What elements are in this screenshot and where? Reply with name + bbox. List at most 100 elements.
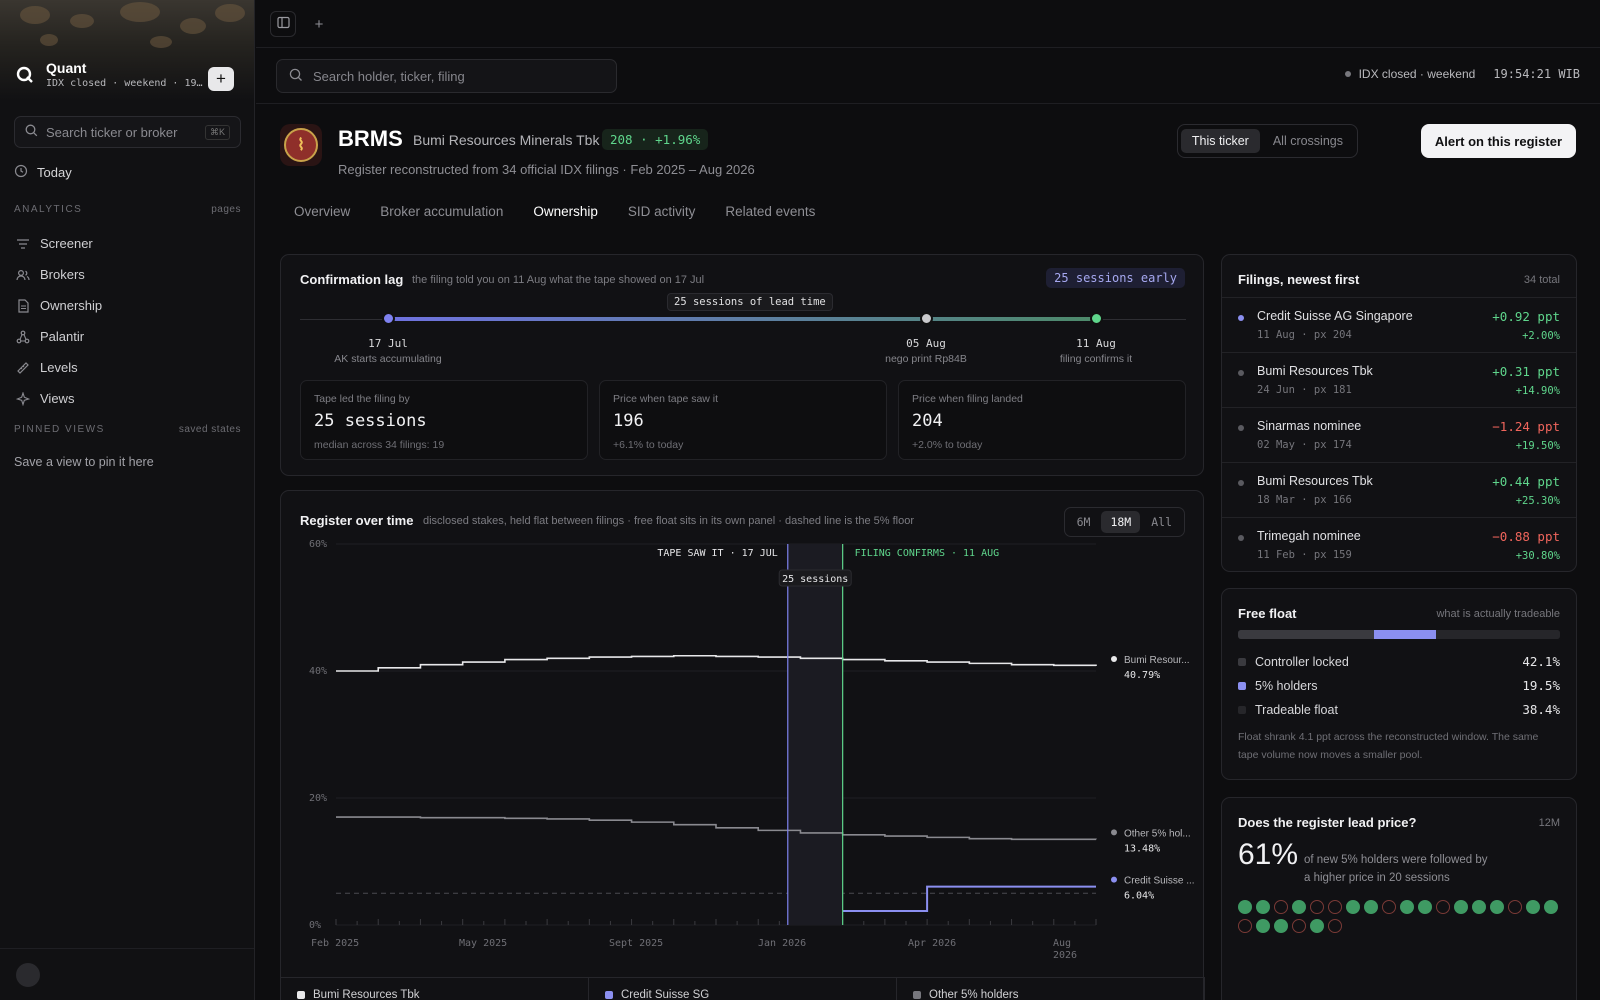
sidebar-item-today[interactable]: Today (14, 164, 72, 181)
timeline-point-nego[interactable] (920, 312, 933, 325)
document-icon (16, 298, 30, 313)
float-note: Float shrank 4.1 ppt across the reconstr… (1238, 731, 1539, 761)
filing-row[interactable]: Credit Suisse AG Singapore 11 Aug · px 20… (1222, 297, 1576, 352)
card-subtitle: disclosed stakes, held flat between fili… (423, 515, 914, 527)
range-18m[interactable]: 18M (1101, 511, 1141, 533)
float-swatch (1238, 705, 1246, 714)
legend-item[interactable]: Credit Suisse SG (589, 978, 897, 1000)
filing-holder: Credit Suisse AG Singapore (1257, 309, 1413, 323)
tab-ownership[interactable]: Ownership (533, 204, 598, 219)
timeline-label: 11 Aug filing confirms it (1026, 337, 1166, 365)
range-all[interactable]: All (1151, 515, 1172, 529)
filing-row[interactable]: Sinarmas nominee 02 May · px 174 −1.24 ppt… (1222, 407, 1576, 462)
new-tab-button[interactable]: + (306, 11, 332, 37)
float-composition-bar (1238, 630, 1560, 639)
card-period: 12M (1538, 816, 1560, 829)
window-label: 25 sessions (782, 574, 848, 585)
sidebar-item-brokers[interactable]: Brokers (14, 259, 241, 290)
series-end-dot (1111, 876, 1117, 883)
filings-card: Filings, newest first 34 total Credit Su… (1221, 254, 1577, 572)
sidebar-item-views[interactable]: Views (14, 383, 241, 414)
search-icon (25, 124, 38, 140)
filing-meta: 18 Mar · px 166 (1257, 494, 1352, 506)
scope-this-ticker[interactable]: This ticker (1180, 129, 1260, 153)
filing-price-return: +25.30% (1515, 495, 1560, 507)
sidebar-item-label: Levels (40, 360, 78, 375)
tab-overview[interactable]: Overview (294, 204, 351, 219)
outcome-hit-dot (1274, 919, 1288, 933)
filing-dot-icon (1238, 315, 1244, 321)
legend-label: Bumi Resources Tbk (313, 988, 420, 1000)
float-value: 19.5% (1522, 678, 1560, 693)
chart-legend: Bumi Resources Tbk Credit Suisse SG Othe… (281, 977, 1205, 1000)
sidebar-search[interactable]: Search ticker or broker ⌘K (14, 116, 241, 148)
sidebar-item-levels[interactable]: Levels (14, 352, 241, 383)
legend-label: Other 5% holders (929, 988, 1019, 1000)
outcome-hit-dot (1454, 900, 1468, 914)
ticker-symbol: BRMS (338, 126, 403, 151)
sidebar-item-screener[interactable]: Screener (14, 228, 241, 259)
series-end-dot (1111, 655, 1117, 662)
legend-item[interactable]: Bumi Resources Tbk (281, 978, 589, 1000)
sidebar-nav: Screener Brokers Ownership Palantir Leve… (14, 228, 241, 414)
float-row: Controller locked 42.1% (1238, 654, 1560, 669)
alert-button[interactable]: Alert on this register (1420, 124, 1576, 158)
timeline-point-tape[interactable] (382, 312, 395, 325)
search-icon (289, 68, 303, 85)
series-line (336, 816, 1097, 841)
sidebar-item-label: Screener (40, 236, 93, 251)
sidebar-item-ownership[interactable]: Ownership (14, 290, 241, 321)
x-tick-label: Sept 2025 (609, 938, 663, 949)
x-tick-label: Jan 2026 (758, 938, 806, 949)
legend-swatch (605, 990, 613, 999)
outcome-miss-dot (1238, 919, 1252, 933)
legend-item[interactable]: Other 5% holders (897, 978, 1205, 1000)
range-6m[interactable]: 6M (1076, 515, 1091, 529)
filing-price-return: +14.90% (1515, 385, 1560, 397)
outcome-miss-dot (1508, 900, 1522, 914)
brand-name: Quant (46, 60, 87, 76)
toggle-sidebar-button[interactable] (270, 11, 296, 37)
timeline-date: 05 Aug (906, 337, 946, 350)
filing-dot-icon (1238, 370, 1244, 376)
series-end-dot (1111, 829, 1117, 836)
filing-ppt-change: +0.44 ppt (1492, 474, 1560, 489)
sidebar: Quant IDX closed · weekend · 19:54:21 WI… (0, 0, 255, 1000)
outcome-miss-dot (1436, 900, 1450, 914)
brand-status: IDX closed · weekend · 19:54:21 WIB (46, 78, 204, 89)
filing-price-return: +30.80% (1515, 550, 1560, 562)
section-label: PINNED VIEWS (14, 424, 105, 435)
company-name: Bumi Resources Minerals Tbk (413, 132, 600, 148)
series-end-value: 40.79% (1124, 670, 1160, 681)
tab-related-events[interactable]: Related events (725, 204, 816, 219)
sidebar-hero-image (0, 0, 254, 100)
y-tick-label: 20% (309, 793, 327, 804)
tab-broker-accumulation[interactable]: Broker accumulation (380, 204, 504, 219)
market-status: IDX closed · weekend 19:54:21 WIB (1344, 67, 1580, 81)
filing-row[interactable]: Bumi Resources Tbk 18 Mar · px 166 +0.44 p… (1222, 462, 1576, 517)
series-line (842, 885, 1096, 913)
outcome-hit-dot (1346, 900, 1360, 914)
float-value: 38.4% (1522, 702, 1560, 717)
outcome-miss-dot (1328, 919, 1342, 933)
timeline-point-filing[interactable] (1090, 312, 1103, 325)
stat-label: Price when tape saw it (613, 393, 719, 405)
scope-all-crossings[interactable]: All crossings (1272, 134, 1343, 148)
main-search-input[interactable]: Search holder, ticker, filing (276, 59, 617, 93)
filing-row[interactable]: Trimegah nominee 11 Feb · px 159 −0.88 ppt… (1222, 517, 1576, 572)
stat-label: Price when filing landed (912, 393, 1023, 405)
filings-list: Credit Suisse AG Singapore 11 Aug · px 20… (1222, 297, 1576, 572)
series-end-name: Credit Suisse ... (1124, 876, 1195, 887)
sidebar-item-palantir[interactable]: Palantir (14, 321, 241, 352)
filing-meta: 11 Aug · px 204 (1257, 329, 1352, 341)
float-row: Tradeable float 38.4% (1238, 702, 1560, 717)
filing-ppt-change: −0.88 ppt (1492, 529, 1560, 544)
tab-sid-activity[interactable]: SID activity (627, 204, 696, 219)
filing-row[interactable]: Bumi Resources Tbk 24 Jun · px 181 +0.31 p… (1222, 352, 1576, 407)
outcome-hit-dot (1310, 919, 1324, 933)
filing-holder: Bumi Resources Tbk (1257, 364, 1373, 378)
price-badge: 208 · +1.96% (602, 129, 709, 150)
avatar[interactable] (16, 963, 40, 987)
timeline-note: filing confirms it (1059, 353, 1133, 365)
new-view-button[interactable]: + (208, 67, 234, 91)
